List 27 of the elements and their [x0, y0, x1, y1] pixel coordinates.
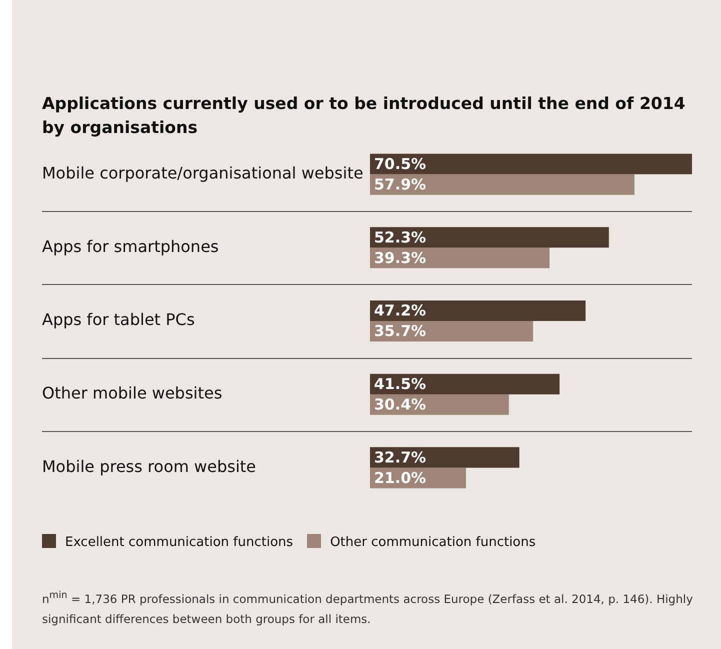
- y-tick-label: Apps for tablet PCs: [42, 310, 195, 330]
- data-label: 21.0%: [374, 468, 426, 487]
- data-label: 32.7%: [374, 448, 426, 466]
- y-tick-label: Mobile corporate/organisational website: [42, 163, 364, 182]
- data-label: 30.4%: [374, 396, 426, 414]
- data-label: 70.5%: [374, 154, 426, 173]
- data-label: 35.7%: [374, 322, 426, 340]
- bar: [370, 447, 520, 468]
- data-label: 41.5%: [374, 374, 426, 393]
- y-tick-label: Mobile press room website: [42, 456, 256, 476]
- chart-title: Applications currently used or to be introduced until the end of 2014 by organisations: [42, 93, 686, 139]
- bar: [370, 174, 634, 195]
- y-tick-label: Other mobile websites: [42, 384, 222, 403]
- bar: [370, 374, 560, 394]
- bar: [370, 300, 586, 321]
- y-tick-label: Apps for smartphones: [42, 236, 219, 256]
- data-label: 52.3%: [374, 228, 426, 246]
- bar: [370, 321, 534, 342]
- bar: [370, 227, 609, 248]
- text: n$^{min}$ = 1,736 PR professionals in communication departments across Europe (Zerfass et al. 2014, p. 146). Highly significant differences between both groups for all items.: [42, 589, 694, 628]
- data-label: 47.2%: [374, 302, 426, 320]
- data-label: 39.3%: [374, 248, 426, 267]
- data-label: 57.9%: [374, 175, 426, 194]
- legend-label: Excellent communication functions: [65, 535, 294, 550]
- bar: [370, 248, 550, 268]
- legend-label: Other communication functions: [330, 535, 536, 550]
- bar: [370, 154, 692, 174]
